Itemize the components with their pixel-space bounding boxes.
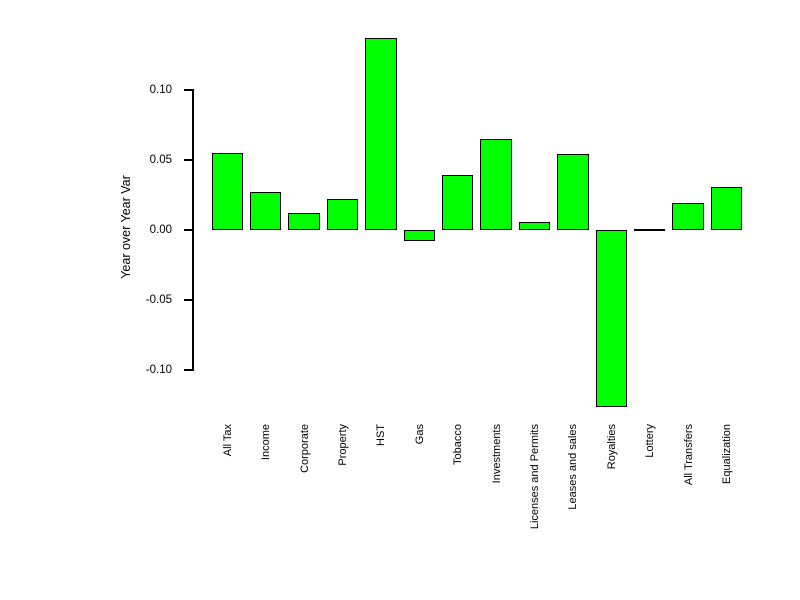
y-tick-label: 0.05: [149, 154, 172, 166]
bar-equalization: [710, 186, 743, 230]
x-axis-label-gas: Gas: [413, 424, 426, 445]
x-axis-label-leases-and-sales: Leases and sales: [567, 424, 580, 510]
bar-hst: [365, 38, 397, 230]
bar-investments: [480, 139, 512, 230]
y-tick-label: -0.10: [145, 364, 172, 376]
bar-all-tax: [211, 153, 243, 230]
bar-licenses-and-permits: [518, 221, 551, 230]
bar-tobacco: [441, 175, 474, 230]
x-axis-label-equalization: Equalization: [720, 424, 733, 484]
x-axis-label-hst: HST: [375, 424, 388, 446]
x-axis-label-property: Property: [336, 424, 349, 466]
bar-corporate: [288, 213, 320, 230]
x-axis-label-lottery: Lottery: [644, 424, 657, 458]
bar-property: [326, 199, 359, 230]
x-axis-label-licenses-and-permits: Licenses and Permits: [528, 424, 541, 530]
x-axis-label-royalties: Royalties: [605, 424, 618, 470]
y-tick-label: -0.05: [145, 294, 172, 306]
x-axis-label-investments: Investments: [490, 424, 503, 484]
bar-royalties: [595, 229, 627, 408]
y-axis-line: [192, 89, 194, 371]
bar-leases-and-sales: [557, 154, 589, 230]
y-tick-label: 0.00: [149, 224, 172, 236]
x-axis-label-all-transfers: All Transfers: [682, 424, 695, 486]
x-axis-label-tobacco: Tobacco: [452, 424, 465, 465]
y-tick: [184, 369, 192, 371]
x-axis-label-corporate: Corporate: [298, 424, 311, 473]
y-tick-label: 0.10: [149, 84, 172, 96]
bar-gas: [403, 229, 435, 241]
y-tick: [184, 159, 192, 161]
x-axis-label-income: Income: [260, 424, 273, 461]
y-tick: [184, 229, 192, 231]
x-axis-label-all-tax: All Tax: [221, 424, 234, 457]
bar-income: [249, 192, 282, 230]
y-tick: [184, 89, 192, 91]
bar-lottery: [633, 229, 666, 231]
y-tick: [184, 299, 192, 301]
bar-all-transfers: [672, 203, 704, 230]
